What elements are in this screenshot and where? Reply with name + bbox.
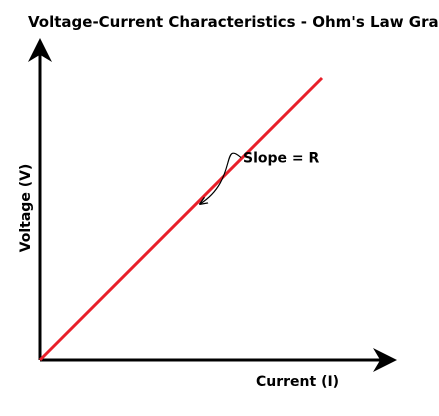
series-layer — [38, 76, 324, 362]
slope-annotation-arrow — [200, 152, 242, 204]
x-axis-label: Current (I) — [256, 374, 339, 390]
annotation-layer: Slope = R — [200, 151, 320, 204]
chart-title: Voltage-Current Characteristics - Ohm's … — [28, 13, 439, 31]
y-axis-label: Voltage (V) — [18, 164, 34, 253]
slope-annotation-label: Slope = R — [243, 151, 319, 167]
series-line-0 — [38, 76, 324, 362]
